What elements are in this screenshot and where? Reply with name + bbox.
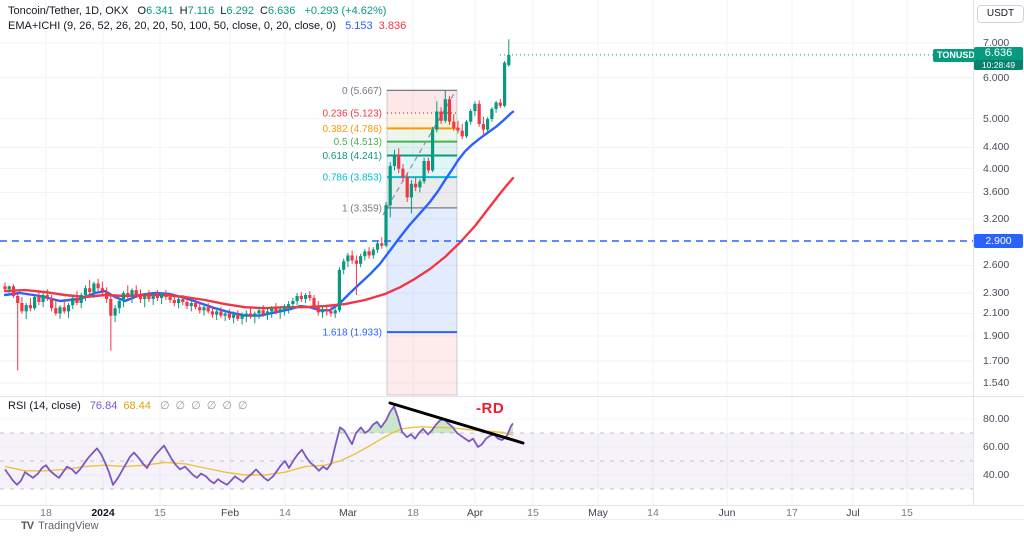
- price-tick: 2.300: [983, 287, 1010, 299]
- legend-value: ∅: [237, 400, 248, 412]
- legend-value: 68.44: [123, 400, 151, 412]
- symbol-legend[interactable]: Toncoin/Tether, 1D, OKX O6.341 H7.116 L6.2…: [8, 5, 386, 17]
- rsi-empty-values: ∅ ∅ ∅ ∅ ∅ ∅: [154, 400, 248, 412]
- change-value: +0.293 (+4.62%): [304, 5, 387, 17]
- time-tick: May: [588, 507, 608, 519]
- symbol-title[interactable]: Toncoin/Tether, 1D, OKX: [8, 5, 129, 17]
- last-price-value: 6.636: [984, 47, 1013, 59]
- price-tick: 3.600: [983, 186, 1010, 198]
- legend-value: 5.153: [345, 20, 373, 32]
- candles-group: [3, 39, 511, 371]
- rsi-pane: [0, 401, 973, 490]
- price-tick: 4.000: [983, 163, 1010, 175]
- ohlc-item: L6.292: [220, 5, 254, 17]
- time-tick: 18: [40, 507, 52, 519]
- svg-text:1.618 (1.933): 1.618 (1.933): [323, 328, 383, 339]
- pane-divider[interactable]: [0, 396, 1024, 397]
- legend-value: 3.836: [378, 20, 407, 32]
- time-tick: 15: [901, 507, 913, 519]
- ema-ichi-title[interactable]: EMA+ICHI (9, 26, 52, 26, 20, 20, 50, 100…: [8, 20, 337, 32]
- svg-text:0.786 (3.853): 0.786 (3.853): [323, 173, 383, 184]
- time-tick: 15: [154, 507, 166, 519]
- divergence-label[interactable]: -RD: [476, 400, 505, 417]
- price-tick: 7.000: [983, 37, 1010, 49]
- time-tick: 17: [786, 507, 798, 519]
- rsi-tick: 80.00: [983, 413, 1010, 425]
- ohlc-item: C6.636: [259, 5, 296, 17]
- legend-value: ∅: [159, 400, 170, 412]
- svg-text:0.382 (4.786): 0.382 (4.786): [323, 124, 383, 135]
- time-tick: 14: [279, 507, 291, 519]
- time-axis[interactable]: 18 2024 15 Feb 14 Mar 18 Apr 15 May 14 Jun 17 Jul 15: [0, 505, 1024, 520]
- ohlc-item: O6.341: [137, 5, 174, 17]
- svg-text:1 (3.359): 1 (3.359): [342, 203, 382, 214]
- ema-values: 5.153 3.836: [339, 20, 406, 32]
- symbol-price-badge[interactable]: TONUSDT: [933, 49, 985, 62]
- price-tick: 5.000: [983, 113, 1010, 125]
- price-tick: 1.540: [983, 377, 1010, 389]
- bar-countdown: 10:28:49: [974, 60, 1023, 70]
- legend-value: ∅: [222, 400, 232, 412]
- rsi-tick: 40.00: [983, 469, 1010, 481]
- svg-text:0 (5.667): 0 (5.667): [342, 86, 382, 97]
- tv-logo-text: TradingView: [38, 520, 99, 532]
- time-tick: Mar: [338, 507, 358, 519]
- time-tick: Jul: [846, 507, 860, 519]
- ema-lines: [3, 110, 515, 317]
- price-axis[interactable]: 7.000 6.000 5.000 4.400 4.000 3.600 3.200 2.600…: [973, 0, 1024, 505]
- tradingview-logo[interactable]: TV TradingView: [21, 520, 99, 532]
- svg-text:0.618 (4.241): 0.618 (4.241): [323, 151, 383, 162]
- legend-value: ∅: [175, 400, 186, 412]
- rsi-title[interactable]: RSI (14, close): [8, 400, 81, 412]
- last-price-label[interactable]: 6.636 10:28:49: [974, 47, 1023, 70]
- price-tick: 2.100: [983, 307, 1010, 319]
- svg-text:0.5 (4.513): 0.5 (4.513): [334, 137, 382, 148]
- price-lines[interactable]: [0, 54, 973, 242]
- legend-value: ∅: [191, 400, 201, 412]
- legend-value: 76.84: [89, 400, 118, 412]
- gridlines: [0, 0, 973, 505]
- time-tick: 15: [527, 507, 539, 519]
- time-tick: 18: [407, 507, 419, 519]
- time-tick: 2024: [91, 507, 115, 519]
- ohlc-item: H7.116: [179, 5, 215, 17]
- price-tick: 2.600: [983, 259, 1010, 271]
- rsi-values: 76.84 68.44: [84, 400, 151, 412]
- rsi-tick: 60.00: [983, 441, 1010, 453]
- price-tick: 6.000: [983, 72, 1010, 84]
- price-tick: 1.700: [983, 355, 1010, 367]
- price-tick: 3.200: [983, 213, 1010, 225]
- currency-button[interactable]: USDT: [977, 5, 1024, 23]
- price-tick: 4.400: [983, 141, 1010, 153]
- ema-ichi-legend[interactable]: EMA+ICHI (9, 26, 52, 26, 20, 20, 50, 100…: [8, 20, 406, 32]
- time-tick: 14: [647, 507, 659, 519]
- price-tick: 1.900: [983, 330, 1010, 342]
- svg-text:0.236 (5.123): 0.236 (5.123): [323, 109, 383, 120]
- time-tick: Jun: [718, 507, 736, 519]
- legend-value: ∅: [206, 400, 217, 412]
- rsi-legend[interactable]: RSI (14, close) 76.84 68.44 ∅ ∅ ∅ ∅ ∅ ∅: [8, 399, 248, 412]
- ohlc-values: O6.341 H7.116 L6.292 C6.636: [132, 5, 296, 17]
- time-tick: Apr: [466, 507, 484, 519]
- time-tick: Feb: [220, 507, 240, 519]
- alert-price-label[interactable]: 2.900: [974, 234, 1023, 248]
- tv-logo-icon: TV: [21, 520, 34, 532]
